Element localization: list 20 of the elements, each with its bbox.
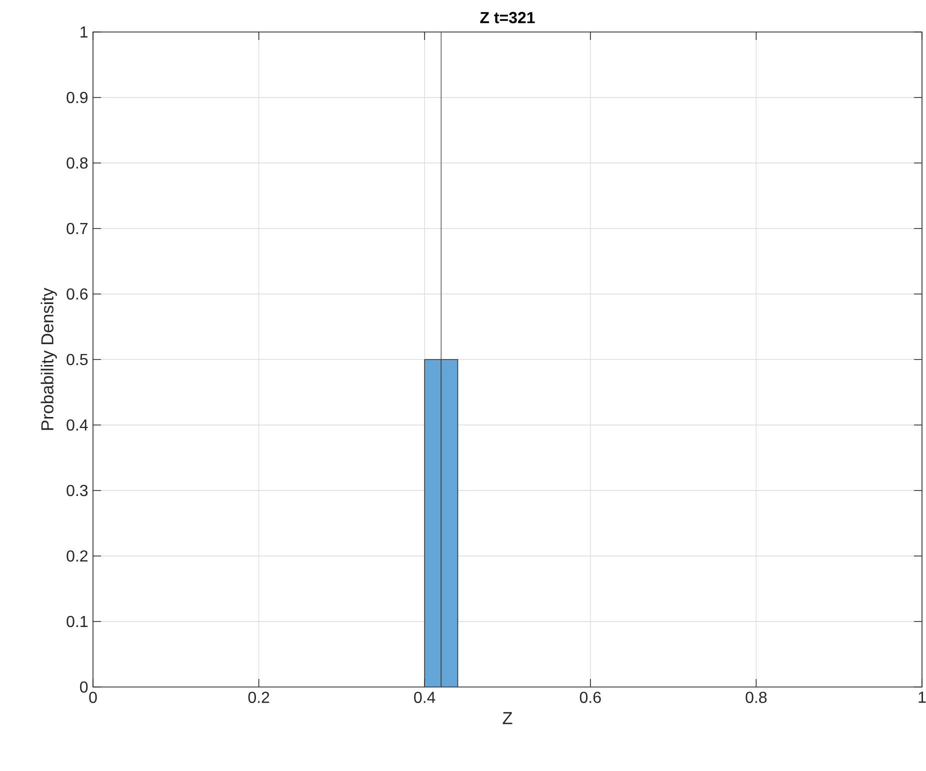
x-tick-label: 0.6 xyxy=(580,692,601,704)
y-tick-label: 0.8 xyxy=(66,157,88,169)
y-tick-label: 0 xyxy=(80,681,88,693)
y-tick-label: 0.1 xyxy=(66,616,88,628)
x-tick-label: 0.8 xyxy=(746,692,767,704)
y-tick-label: 0.4 xyxy=(66,419,88,431)
y-tick-label: 0.2 xyxy=(66,550,88,562)
y-tick-label: 1 xyxy=(80,26,88,38)
y-tick-label: 0.3 xyxy=(66,484,88,496)
chart-title: Z t=321 xyxy=(480,12,535,24)
x-tick-label: 0.4 xyxy=(414,692,436,704)
y-axis-title: Probability Density xyxy=(40,288,57,430)
y-tick-label: 0.7 xyxy=(66,222,88,234)
y-tick-label: 0.9 xyxy=(66,92,88,104)
x-tick-label: 1 xyxy=(918,692,926,703)
x-tick-label: 0.2 xyxy=(248,692,270,704)
y-tick-label: 0.5 xyxy=(66,354,88,366)
x-axis-title: Z xyxy=(502,712,512,724)
x-tick-label: 0 xyxy=(89,692,97,704)
y-tick-label: 0.6 xyxy=(66,288,88,300)
